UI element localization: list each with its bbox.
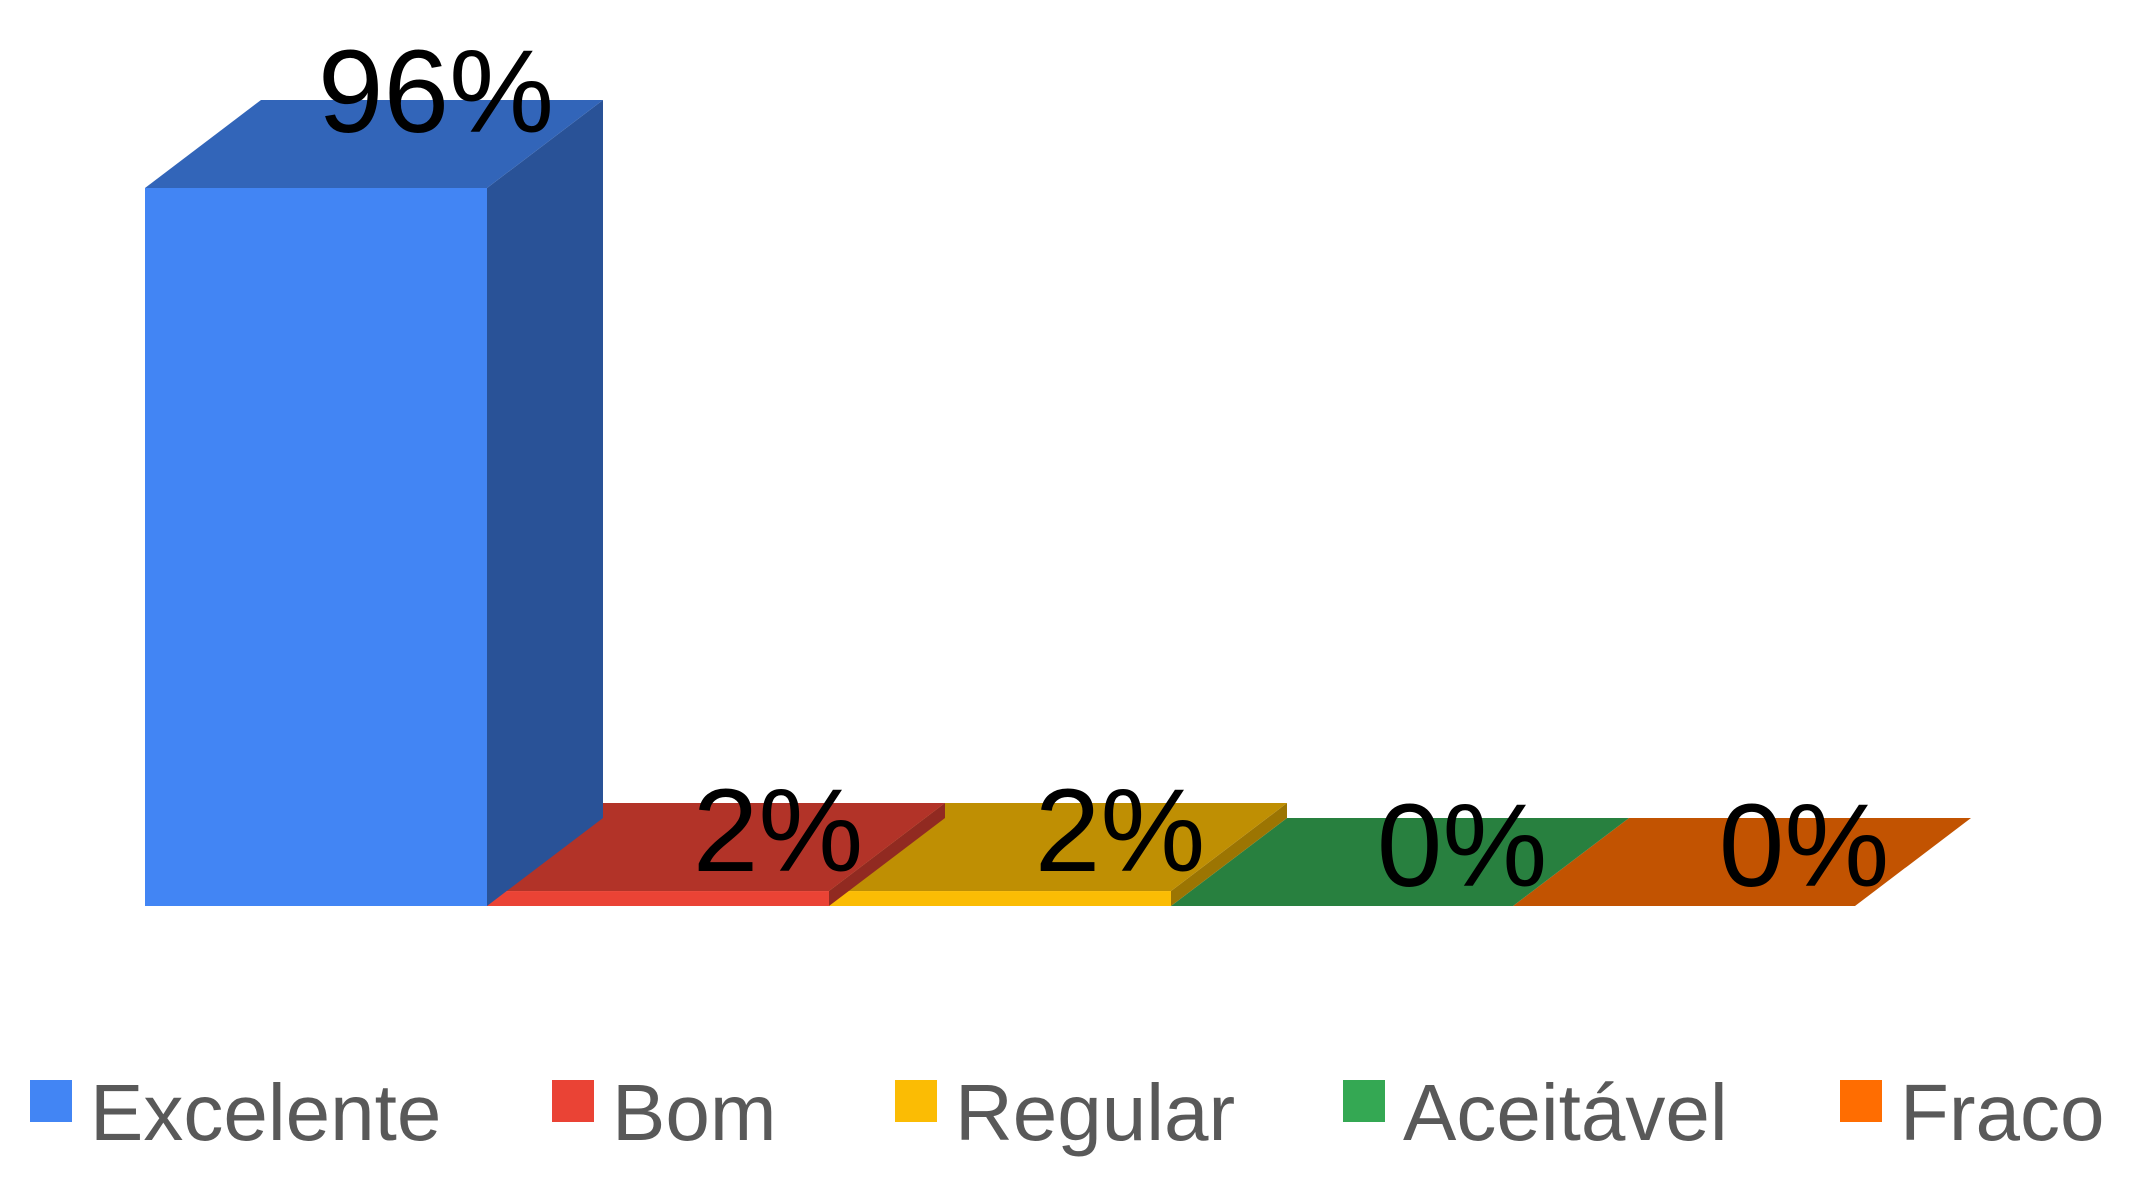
bar-front-face: [145, 188, 487, 906]
bar-regular: [829, 803, 1287, 906]
bars-layer: [145, 100, 1971, 906]
legend-item-regular: Regular: [895, 1068, 1235, 1157]
data-label-regular: 2%: [1035, 765, 1206, 897]
bar-top-face: [1171, 818, 1629, 906]
bar-front-face: [487, 891, 829, 906]
legend-swatch: [1343, 1080, 1385, 1122]
data-label-fraco: 0%: [1719, 780, 1890, 912]
legend-label: Aceitável: [1403, 1068, 1728, 1157]
legend-label: Excelente: [90, 1068, 441, 1157]
legend-item-aceitável: Aceitável: [1343, 1068, 1728, 1157]
legend-item-fraco: Fraco: [1840, 1068, 2105, 1157]
legend: Excelente Bom Regular Aceitável Fraco: [30, 1068, 2105, 1157]
bar-top-face: [487, 803, 945, 892]
legend-label: Bom: [612, 1068, 777, 1157]
data-label-aceitável: 0%: [1377, 780, 1548, 912]
bar-top-face: [829, 803, 1287, 892]
data-label-excelente: 96%: [318, 26, 554, 158]
legend-item-excelente: Excelente: [30, 1068, 441, 1157]
bar-top-face: [1513, 818, 1971, 906]
bar-aceitável: [1171, 818, 1629, 906]
legend-swatch: [552, 1080, 594, 1122]
bar-excelente: [145, 100, 603, 906]
bar-front-face: [829, 891, 1171, 906]
legend-swatch: [1840, 1080, 1882, 1122]
legend-label: Fraco: [1900, 1068, 2105, 1157]
bar-bom: [487, 803, 945, 906]
data-label-bom: 2%: [693, 765, 864, 897]
bar-top-face: [145, 100, 603, 188]
bar-side-face: [1171, 803, 1287, 906]
bar-side-face: [487, 100, 603, 906]
bar-side-face: [829, 803, 945, 906]
legend-swatch: [30, 1080, 72, 1122]
legend-item-bom: Bom: [552, 1068, 777, 1157]
data-labels-layer: 96% 2% 2% 0% 0%: [318, 26, 1889, 912]
bar-fraco: [1513, 818, 1971, 906]
legend-label: Regular: [955, 1068, 1235, 1157]
legend-swatch: [895, 1080, 937, 1122]
